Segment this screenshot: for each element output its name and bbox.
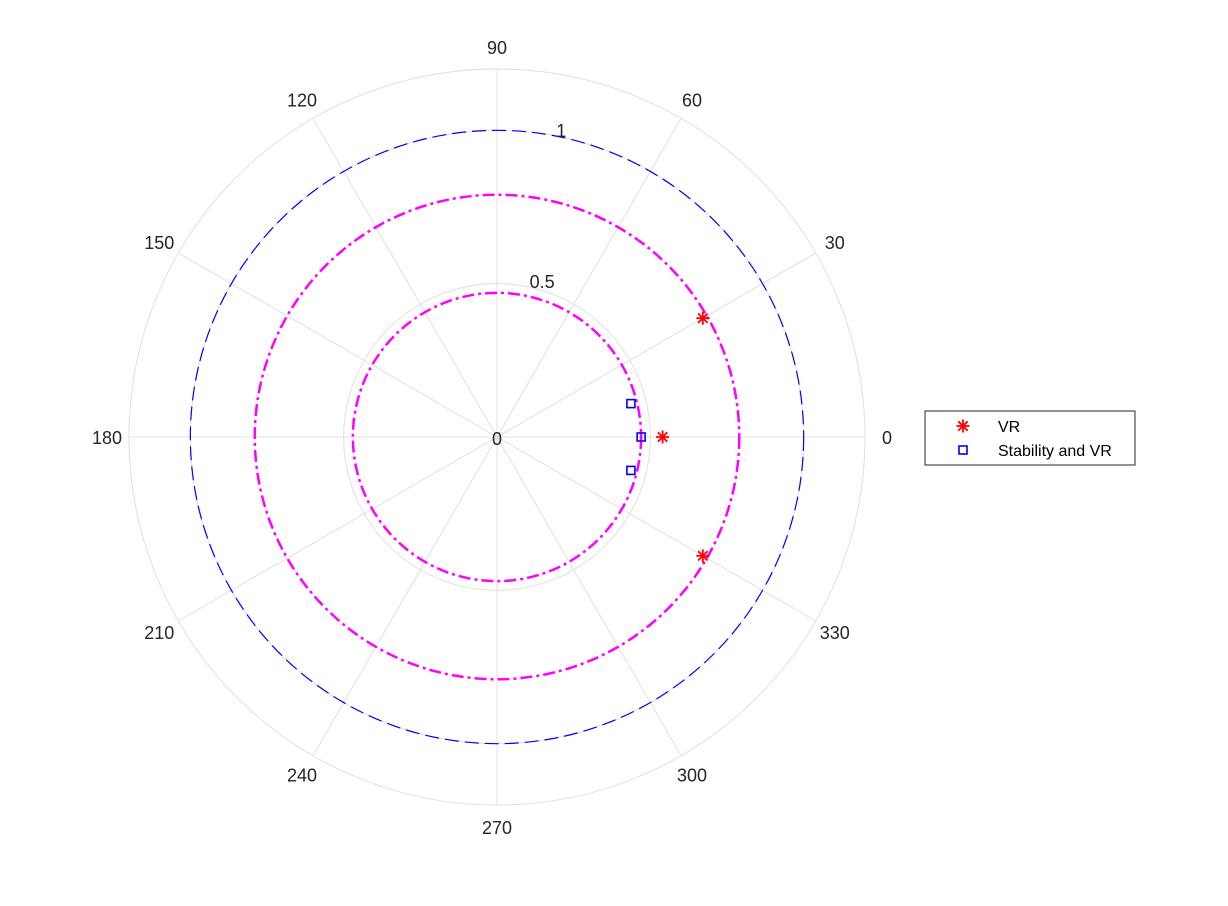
legend-label: Stability and VR bbox=[998, 443, 1112, 460]
legend-box bbox=[924, 410, 1136, 466]
reference-circle bbox=[351, 291, 643, 583]
angular-tick-label: 120 bbox=[287, 90, 317, 110]
grid-spoke bbox=[312, 118, 498, 438]
reference-circle bbox=[189, 129, 805, 745]
grid-spoke bbox=[312, 436, 498, 756]
angular-tick-label: 90 bbox=[487, 38, 507, 58]
legend-stability-vr-marker bbox=[958, 445, 968, 455]
legend: VR Stability and VR bbox=[924, 410, 1136, 466]
radial-tick-labels: 00.51 bbox=[492, 121, 566, 449]
grid-spoke bbox=[496, 118, 682, 438]
stability-vr-marker bbox=[636, 432, 646, 442]
stability-vr-marker bbox=[626, 465, 636, 476]
stability-vr-marker bbox=[626, 398, 636, 409]
angular-tick-label: 240 bbox=[287, 766, 317, 786]
reference-circles bbox=[189, 129, 805, 745]
legend-label: VR bbox=[998, 419, 1020, 436]
data-markers bbox=[626, 311, 710, 563]
grid-spoke bbox=[178, 252, 498, 438]
grid-spoke bbox=[496, 436, 816, 622]
grid-spoke bbox=[178, 436, 498, 622]
angular-tick-label: 210 bbox=[144, 623, 174, 643]
vr-marker bbox=[696, 549, 710, 563]
angular-tick-label: 60 bbox=[682, 90, 702, 110]
vr-marker bbox=[696, 311, 710, 325]
angular-tick-label: 300 bbox=[677, 766, 707, 786]
angular-tick-label: 0 bbox=[882, 428, 892, 448]
radial-tick-label: 0 bbox=[492, 429, 502, 449]
radial-tick-label: 1 bbox=[556, 121, 566, 141]
angular-tick-label: 150 bbox=[144, 233, 174, 253]
angular-tick-label: 30 bbox=[825, 233, 845, 253]
vr-marker bbox=[656, 430, 670, 444]
angular-tick-labels: 0 30 60 90 120 150 180 210 240 270 300 330 bbox=[92, 38, 892, 838]
grid-spoke bbox=[496, 436, 682, 756]
legend-vr-marker bbox=[956, 419, 970, 433]
reference-circle bbox=[253, 193, 741, 681]
radial-tick-label: 0.5 bbox=[530, 272, 555, 292]
angular-tick-label: 330 bbox=[820, 623, 850, 643]
angular-tick-label: 180 bbox=[92, 428, 122, 448]
angular-tick-label: 270 bbox=[482, 818, 512, 838]
